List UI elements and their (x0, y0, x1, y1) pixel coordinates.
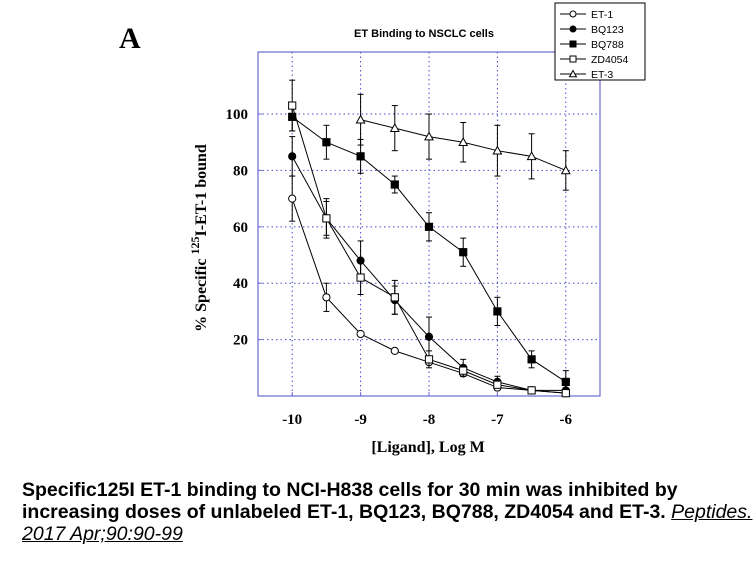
data-point (390, 180, 399, 189)
data-point (288, 194, 297, 203)
data-point (459, 248, 468, 257)
series-layer (288, 79, 571, 398)
x-tick-label: -10 (282, 412, 302, 428)
y-axis-label-suffix: I-ET-1 bound (193, 144, 210, 236)
legend-label: BQ788 (591, 39, 624, 51)
x-axis-label: [Ligand], Log M (371, 439, 484, 456)
legend-marker (569, 55, 577, 63)
legend-marker (569, 25, 577, 33)
legend-entry: BQ788 (560, 39, 624, 51)
data-point (322, 293, 331, 302)
legend-label: ET-1 (591, 9, 613, 21)
data-point (390, 346, 399, 355)
data-point (322, 214, 331, 223)
data-point (389, 122, 400, 132)
legend-label: BQ123 (591, 24, 624, 36)
y-tick-label: 20 (233, 333, 248, 349)
legend-marker (569, 10, 577, 18)
y-axis-label-prefix: % Specific (193, 255, 210, 332)
data-point (424, 222, 434, 231)
data-point (424, 332, 434, 341)
legend-label: ZD4054 (591, 54, 629, 66)
data-point (322, 138, 331, 147)
legend-label: ET-3 (591, 69, 613, 81)
data-point (560, 165, 571, 175)
y-tick-label: 80 (233, 163, 248, 179)
data-point (527, 386, 536, 395)
chart-title: ET Binding to NSCLC cells (354, 28, 494, 40)
data-point (493, 307, 502, 316)
data-point (424, 355, 434, 364)
y-tick-label: 40 (233, 276, 248, 292)
series-et-3 (355, 93, 571, 191)
y-axis-label: % Specific 125I-ET-1 bound (188, 144, 210, 332)
x-tick-label: -9 (354, 412, 367, 428)
series-zd4054 (288, 79, 570, 398)
caption-text: Specific125I ET-1 binding to NCI-H838 ce… (22, 479, 678, 523)
panel-letter: A (119, 22, 141, 55)
legend: ET-1 BQ123 BQ788 ZD4054 ET-3 (554, 2, 646, 81)
data-point (459, 366, 468, 375)
data-point (355, 114, 366, 124)
legend-entry: ET-1 (560, 9, 613, 21)
y-tick-label: 100 (226, 107, 249, 123)
data-point (356, 273, 365, 282)
data-point (458, 137, 469, 147)
axes: -10 -9 -8 -7 -6 20 40 60 80 100 (226, 107, 573, 428)
legend-entry: BQ123 (560, 24, 624, 36)
data-point (561, 377, 570, 387)
citation-link[interactable]: Peptides. 2017 Apr;90:90-99 (22, 501, 753, 545)
data-point (356, 152, 365, 161)
x-tick-label: -7 (491, 412, 504, 428)
data-point (288, 152, 297, 161)
data-point (356, 329, 365, 339)
data-point (492, 145, 503, 155)
binding-chart: ET Binding to NSCLC cells -10 -9 -8 -7 -6 20 4… (188, 2, 646, 456)
data-point (288, 101, 297, 110)
data-point (561, 389, 570, 398)
data-point (527, 355, 536, 364)
data-point (493, 380, 502, 389)
data-point (424, 131, 434, 141)
legend-entry: ZD4054 (560, 54, 629, 66)
legend-entry: ET-3 (560, 69, 613, 81)
legend-marker (568, 69, 578, 78)
legend-marker (569, 40, 577, 48)
data-point (390, 293, 399, 302)
y-tick-label: 60 (233, 220, 248, 236)
y-axis-label-superscript: 125 (188, 237, 202, 255)
data-point (526, 151, 537, 161)
x-tick-label: -6 (560, 412, 573, 428)
figure-caption: Specific125I ET-1 binding to NCI-H838 ce… (22, 479, 756, 545)
x-tick-label: -8 (423, 412, 436, 428)
